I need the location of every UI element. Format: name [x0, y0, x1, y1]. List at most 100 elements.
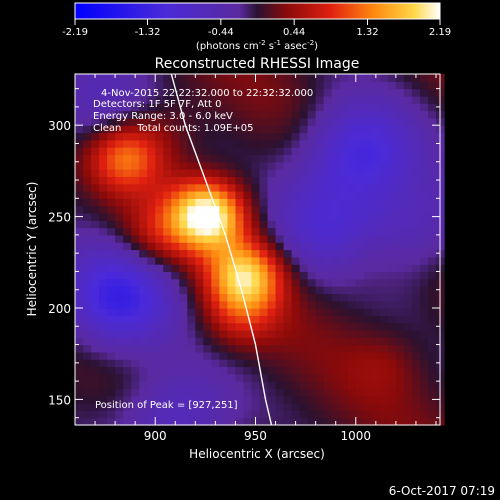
heatmap-cell [115, 381, 124, 390]
heatmap-cell [403, 110, 413, 119]
heatmap-cell [307, 403, 317, 411]
heatmap-cell [307, 183, 317, 192]
heatmap-cell [363, 249, 373, 258]
heatmap-cell [179, 95, 188, 104]
heatmap-cell [163, 286, 172, 294]
heatmap-cell [163, 95, 172, 104]
heatmap-cell [395, 198, 405, 207]
heatmap-cell [195, 351, 204, 360]
heatmap-cell [299, 308, 309, 316]
heatmap-cell [283, 351, 293, 360]
heatmap-cell [363, 388, 373, 397]
heatmap-cell [347, 410, 357, 419]
heatmap-cell [315, 220, 325, 229]
heatmap-cell [219, 198, 229, 207]
heatmap-cell [243, 366, 253, 375]
heatmap-cell [179, 329, 188, 338]
heatmap-cell [99, 169, 108, 177]
heatmap-cell [219, 125, 229, 134]
heatmap-cell [99, 366, 108, 375]
heatmap-cell [75, 139, 84, 148]
heatmap-cell [211, 88, 220, 97]
heatmap-cell [299, 176, 309, 185]
heatmap-cell [107, 308, 116, 316]
heatmap-cell [395, 337, 405, 346]
heatmap-cell [219, 88, 229, 97]
heatmap-cell [251, 271, 261, 280]
heatmap-cell [267, 329, 277, 338]
heatmap-cell [267, 110, 277, 119]
heatmap-cell [115, 139, 124, 148]
heatmap-cell [347, 351, 357, 360]
heatmap-cell [275, 395, 285, 404]
heatmap-cell [411, 286, 421, 294]
heatmap-cell [219, 74, 229, 82]
heatmap-cell [403, 242, 413, 251]
heatmap-cell [387, 308, 397, 316]
heatmap-cell [243, 388, 253, 397]
heatmap-cell [267, 278, 277, 287]
heatmap-cell [243, 417, 253, 426]
heatmap-cell [139, 322, 148, 331]
heatmap-cell [259, 366, 269, 375]
heatmap-cell [291, 95, 301, 104]
heatmap-cell [339, 249, 349, 258]
heatmap-cell [427, 337, 437, 346]
heatmap-cell [155, 322, 164, 331]
heatmap-cell [219, 183, 229, 192]
heatmap-cell [259, 315, 269, 324]
heatmap-cell [187, 308, 196, 316]
heatmap-cell [403, 161, 413, 170]
heatmap-cell [299, 234, 309, 243]
heatmap-cell [299, 373, 309, 382]
heatmap-cell [139, 410, 148, 419]
heatmap-cell [75, 176, 84, 185]
heatmap-cell [211, 329, 220, 338]
heatmap-cell [403, 117, 413, 126]
heatmap-cell [363, 176, 373, 185]
heatmap-cell [155, 410, 164, 419]
heatmap-cell [291, 359, 301, 368]
heatmap-cell [171, 256, 180, 265]
heatmap-cell [267, 198, 277, 207]
heatmap-cell [411, 169, 421, 177]
heatmap-cell [395, 81, 405, 90]
heatmap-cell [243, 249, 253, 258]
heatmap-cell [75, 74, 84, 82]
heatmap-cell [75, 205, 84, 214]
heatmap-cell [203, 322, 212, 331]
heatmap-cell [179, 271, 188, 280]
heatmap-cell [163, 417, 172, 426]
heatmap-cell [195, 388, 204, 397]
heatmap-cell [131, 227, 140, 236]
heatmap-cell [243, 81, 253, 90]
heatmap-cell [187, 388, 196, 397]
heatmap-cell [299, 139, 309, 148]
heatmap-cell [299, 395, 309, 404]
heatmap-cell [195, 329, 204, 338]
heatmap-cell [187, 337, 196, 346]
heatmap-cell [355, 242, 365, 251]
heatmap-cell [259, 308, 269, 316]
heatmap-cell [99, 395, 108, 404]
heatmap-cell [243, 410, 253, 419]
heatmap-cell [283, 220, 293, 229]
heatmap-cell [419, 286, 429, 294]
heatmap-cell [283, 154, 293, 163]
heatmap-cell [387, 286, 397, 294]
heatmap-cell [251, 183, 261, 192]
heatmap-cell [419, 329, 429, 338]
heatmap-cell [91, 234, 100, 243]
heatmap-cell [75, 278, 84, 287]
heatmap-cell [75, 227, 84, 236]
heatmap-cell [195, 366, 204, 375]
heatmap-cell [139, 205, 148, 214]
heatmap-cell [387, 212, 397, 221]
heatmap-cell [347, 125, 357, 134]
heatmap-cell [355, 117, 365, 126]
heatmap-cell [291, 110, 301, 119]
heatmap-cell [203, 176, 212, 185]
heatmap-cell [331, 205, 341, 214]
heatmap-cell [379, 227, 389, 236]
heatmap-cell [251, 234, 261, 243]
